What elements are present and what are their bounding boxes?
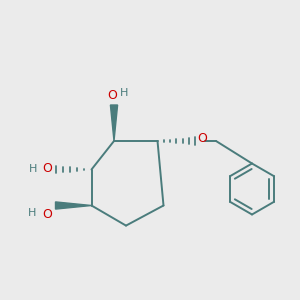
Text: O: O	[197, 132, 207, 145]
Text: O: O	[108, 89, 117, 102]
Text: H: H	[120, 88, 129, 98]
Polygon shape	[56, 202, 92, 209]
Text: O: O	[43, 161, 52, 175]
Text: O: O	[43, 208, 52, 221]
Text: H: H	[28, 208, 36, 218]
Text: H: H	[28, 164, 37, 174]
Polygon shape	[110, 105, 118, 141]
